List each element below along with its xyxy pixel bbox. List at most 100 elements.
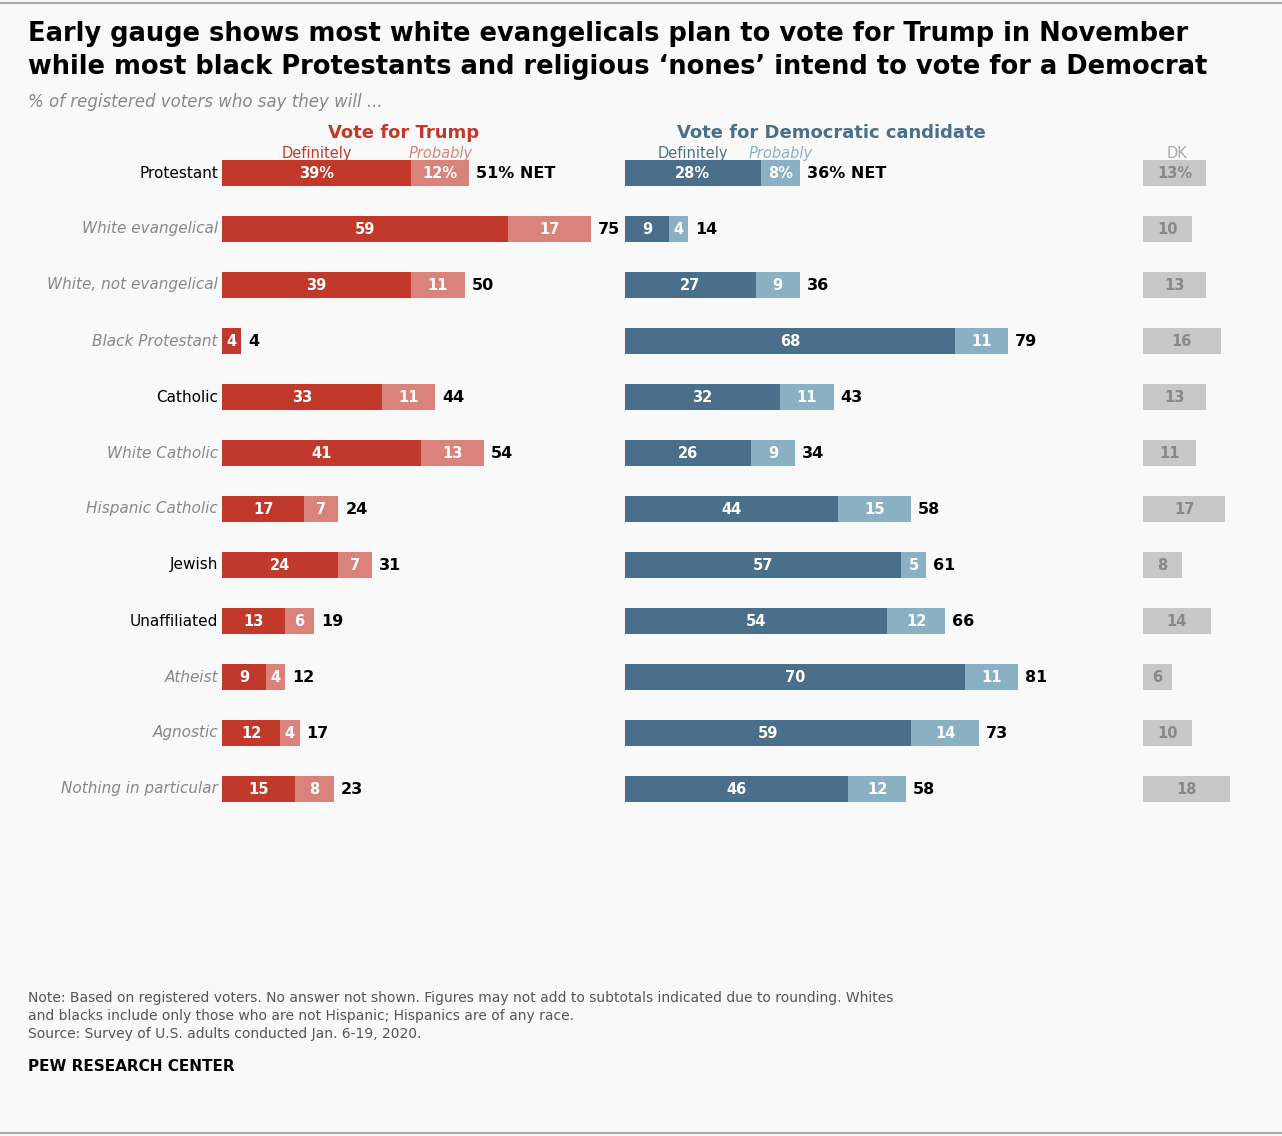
Text: Hispanic Catholic: Hispanic Catholic [86, 501, 218, 517]
Text: Jewish: Jewish [169, 558, 218, 573]
Bar [901, 552, 926, 578]
Text: 7: 7 [350, 558, 360, 573]
Text: Note: Based on registered voters. No answer not shown. Figures may not add to su: Note: Based on registered voters. No ans… [28, 991, 894, 1005]
Text: 13: 13 [244, 613, 264, 628]
Text: 23: 23 [341, 782, 363, 796]
Text: Source: Survey of U.S. adults conducted Jan. 6-19, 2020.: Source: Survey of U.S. adults conducted … [28, 1027, 422, 1041]
Text: 61: 61 [933, 558, 955, 573]
Text: Nothing in particular: Nothing in particular [62, 782, 218, 796]
Bar [626, 328, 955, 354]
Text: Atheist: Atheist [164, 669, 218, 685]
Bar [1144, 720, 1191, 746]
Text: 11: 11 [796, 390, 817, 404]
Text: 68: 68 [779, 334, 800, 349]
Bar [756, 272, 800, 298]
Bar [626, 160, 760, 186]
Text: 51% NET: 51% NET [477, 166, 555, 181]
Text: 11: 11 [981, 669, 1001, 685]
Text: 54: 54 [491, 445, 513, 460]
Text: Black Protestant: Black Protestant [92, 334, 218, 349]
Bar [1144, 776, 1231, 802]
Text: 17: 17 [1174, 501, 1195, 517]
Bar [1144, 272, 1206, 298]
Text: 7: 7 [317, 501, 327, 517]
Text: 9: 9 [768, 445, 778, 460]
Text: 39%: 39% [299, 166, 335, 181]
Bar [955, 328, 1008, 354]
Bar [1144, 665, 1172, 690]
Text: 4: 4 [285, 726, 295, 741]
Bar [849, 776, 906, 802]
Text: 11: 11 [1159, 445, 1179, 460]
Text: 58: 58 [918, 501, 941, 517]
Text: 11: 11 [399, 390, 419, 404]
Bar [626, 552, 901, 578]
Text: DK: DK [1167, 147, 1187, 161]
Text: 9: 9 [773, 277, 783, 292]
Text: 73: 73 [986, 726, 1009, 741]
Text: while most black Protestants and religious ‘nones’ intend to vote for a Democrat: while most black Protestants and religio… [28, 55, 1208, 80]
Bar [222, 665, 265, 690]
Text: 14: 14 [695, 222, 718, 236]
Text: Unaffiliated: Unaffiliated [129, 613, 218, 628]
Text: 28%: 28% [676, 166, 710, 181]
Bar [412, 160, 469, 186]
Bar [626, 720, 912, 746]
Text: 43: 43 [841, 390, 863, 404]
Text: 10: 10 [1156, 222, 1177, 236]
Bar [626, 384, 781, 410]
Text: White, not evangelical: White, not evangelical [47, 277, 218, 292]
Text: 9: 9 [642, 222, 651, 236]
Bar [1144, 552, 1182, 578]
Text: 54: 54 [746, 613, 767, 628]
Text: 13: 13 [1164, 277, 1185, 292]
Text: Vote for Democratic candidate: Vote for Democratic candidate [677, 124, 986, 142]
Text: 79: 79 [1015, 334, 1037, 349]
Text: Probably: Probably [749, 147, 813, 161]
Text: and blacks include only those who are not Hispanic; Hispanics are of any race.: and blacks include only those who are no… [28, 1009, 574, 1024]
Text: Protestant: Protestant [140, 166, 218, 181]
Bar [626, 608, 887, 634]
Text: 4: 4 [249, 334, 259, 349]
Bar [669, 216, 688, 242]
Text: Catholic: Catholic [156, 390, 218, 404]
Text: Definitely: Definitely [281, 147, 351, 161]
Text: 57: 57 [753, 558, 773, 573]
Bar [222, 160, 412, 186]
Text: 34: 34 [801, 445, 824, 460]
Bar [265, 665, 285, 690]
Bar [304, 496, 338, 523]
Text: 32: 32 [692, 390, 713, 404]
Text: 39: 39 [306, 277, 327, 292]
Bar [222, 608, 285, 634]
Text: 15: 15 [864, 501, 885, 517]
Text: Probably: Probably [408, 147, 472, 161]
Text: 5: 5 [909, 558, 919, 573]
Text: 12: 12 [906, 613, 926, 628]
Text: 50: 50 [472, 277, 494, 292]
Bar [285, 608, 314, 634]
Text: 11: 11 [428, 277, 449, 292]
Bar [626, 216, 669, 242]
Bar [295, 776, 333, 802]
Text: 13: 13 [1164, 390, 1185, 404]
Text: 8%: 8% [768, 166, 792, 181]
Text: 24: 24 [271, 558, 290, 573]
Bar [222, 328, 241, 354]
Bar [912, 720, 979, 746]
Text: 9: 9 [238, 669, 249, 685]
Text: 4: 4 [673, 222, 683, 236]
Text: 81: 81 [1024, 669, 1047, 685]
Text: 26: 26 [678, 445, 699, 460]
Text: 12: 12 [867, 782, 887, 796]
Text: Definitely: Definitely [658, 147, 728, 161]
Text: % of registered voters who say they will ...: % of registered voters who say they will… [28, 93, 382, 111]
Bar [338, 552, 372, 578]
Bar [222, 496, 304, 523]
Bar [1144, 384, 1206, 410]
Text: 59: 59 [758, 726, 778, 741]
Text: 11: 11 [972, 334, 992, 349]
Text: 44: 44 [722, 501, 742, 517]
Text: 4: 4 [227, 334, 237, 349]
Text: 36% NET: 36% NET [806, 166, 886, 181]
